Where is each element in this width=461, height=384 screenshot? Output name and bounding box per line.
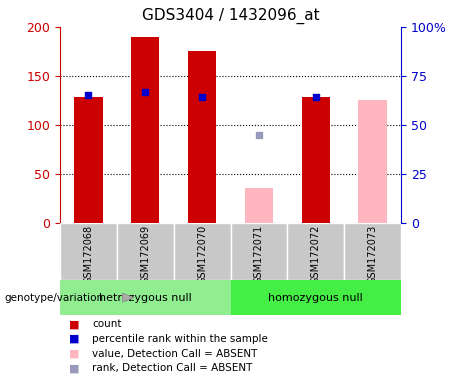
Bar [230,223,287,280]
Text: GSM172068: GSM172068 [83,224,94,283]
Text: GSM172072: GSM172072 [311,224,321,284]
Point [198,94,206,101]
Text: ■: ■ [69,319,80,329]
Bar [174,223,230,280]
Text: ■: ■ [69,363,80,373]
Bar [60,280,230,315]
Text: ■: ■ [69,334,80,344]
Bar [188,51,216,223]
Point [85,92,92,98]
Text: percentile rank within the sample: percentile rank within the sample [92,334,268,344]
Bar [230,280,401,315]
Bar [60,223,117,280]
Text: homozygous null: homozygous null [268,293,363,303]
Text: GSM172073: GSM172073 [367,224,378,284]
Title: GDS3404 / 1432096_at: GDS3404 / 1432096_at [142,8,319,24]
Text: genotype/variation: genotype/variation [5,293,104,303]
Polygon shape [122,293,134,302]
Bar [358,100,387,223]
Text: GSM172071: GSM172071 [254,224,264,284]
Bar [344,223,401,280]
Point [255,131,263,138]
Bar [287,223,344,280]
Text: GSM172069: GSM172069 [140,224,150,283]
Text: count: count [92,319,122,329]
Bar [131,37,160,223]
Text: GSM172070: GSM172070 [197,224,207,284]
Bar [74,98,102,223]
Text: ■: ■ [69,349,80,359]
Bar [301,98,330,223]
Text: rank, Detection Call = ABSENT: rank, Detection Call = ABSENT [92,363,253,373]
Point [312,94,319,101]
Bar [245,189,273,223]
Text: hetrozygous null: hetrozygous null [99,293,192,303]
Text: value, Detection Call = ABSENT: value, Detection Call = ABSENT [92,349,258,359]
Bar [117,223,174,280]
Point [142,88,149,94]
